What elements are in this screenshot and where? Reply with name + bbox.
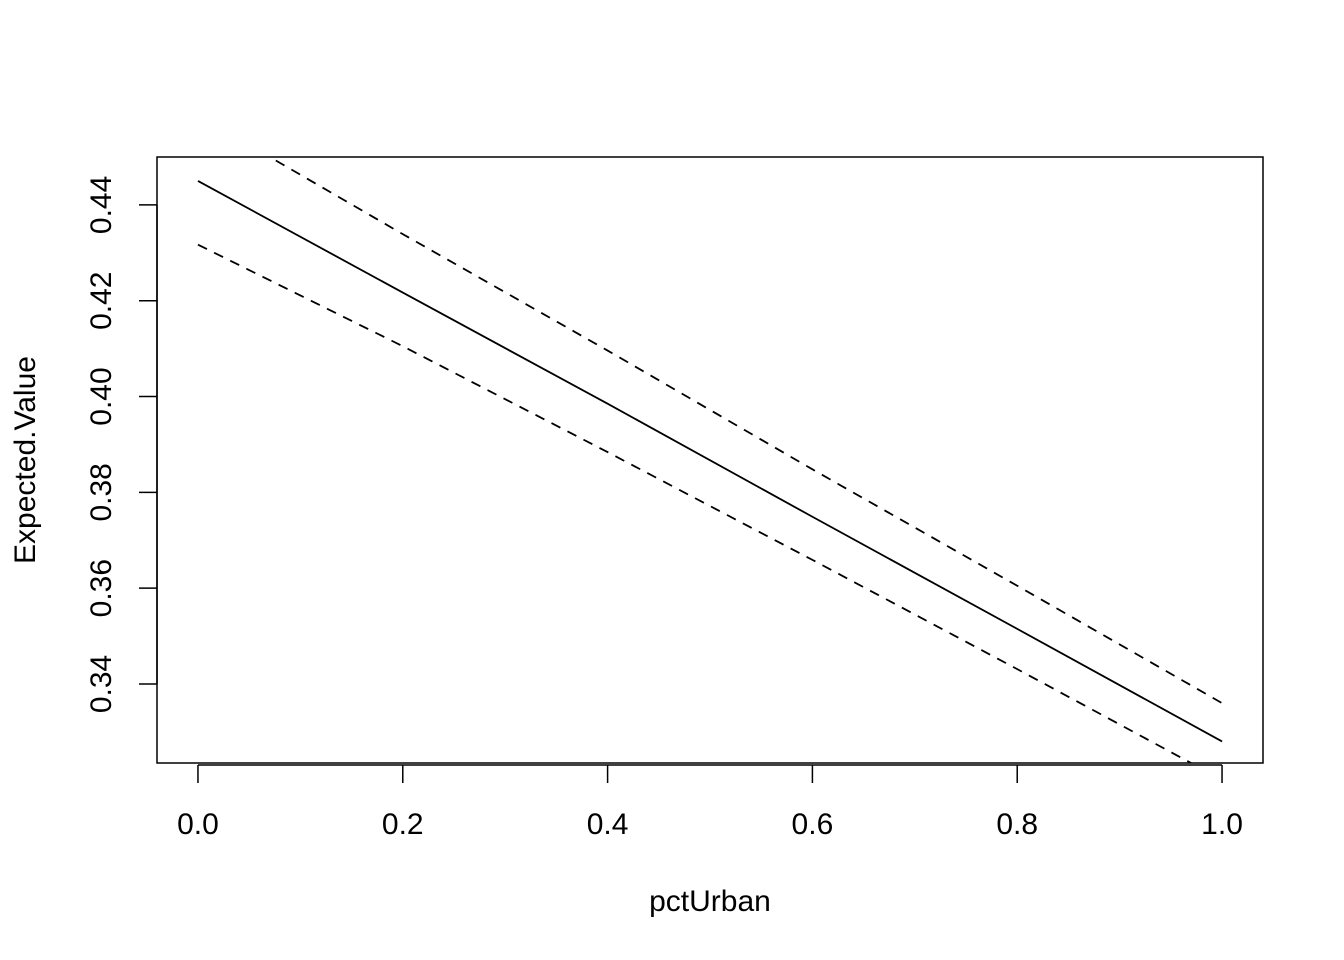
- y-tick-label: 0.34: [85, 655, 118, 713]
- y-tick-label: 0.42: [85, 272, 118, 330]
- x-tick-label: 1.0: [1201, 808, 1243, 841]
- x-tick-label: 0.2: [382, 808, 424, 841]
- series-line-1: [268, 157, 1223, 704]
- series-layer: [197, 157, 1223, 763]
- x-tick-label: 0.8: [996, 808, 1038, 841]
- y-tick-label: 0.40: [85, 367, 118, 425]
- y-axis: 0.34 0.36 0.38 0.40 0.42 0.44: [85, 176, 158, 713]
- x-tick-label: 0.0: [177, 808, 219, 841]
- x-tick-label: 0.6: [792, 808, 834, 841]
- y-tick-label: 0.38: [85, 463, 118, 521]
- y-tick-label: 0.36: [85, 559, 118, 617]
- x-tick-label: 0.4: [587, 808, 629, 841]
- series-line-2: [197, 243, 1193, 763]
- x-axis-title: pctUrban: [649, 885, 771, 918]
- x-axis: 0.0 0.2 0.4 0.6 0.8 1.0: [177, 764, 1243, 841]
- series-line-0: [197, 180, 1223, 743]
- y-axis-title: Expected.Value: [9, 356, 42, 564]
- y-tick-label: 0.44: [85, 176, 118, 234]
